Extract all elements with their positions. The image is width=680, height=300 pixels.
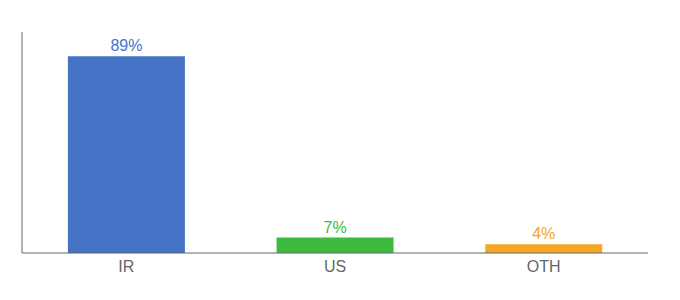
svg-text:7%: 7%: [324, 219, 347, 236]
svg-text:US: US: [324, 258, 346, 275]
svg-text:OTH: OTH: [527, 258, 561, 275]
svg-text:IR: IR: [118, 258, 134, 275]
svg-text:89%: 89%: [110, 37, 142, 54]
svg-text:4%: 4%: [532, 225, 555, 242]
